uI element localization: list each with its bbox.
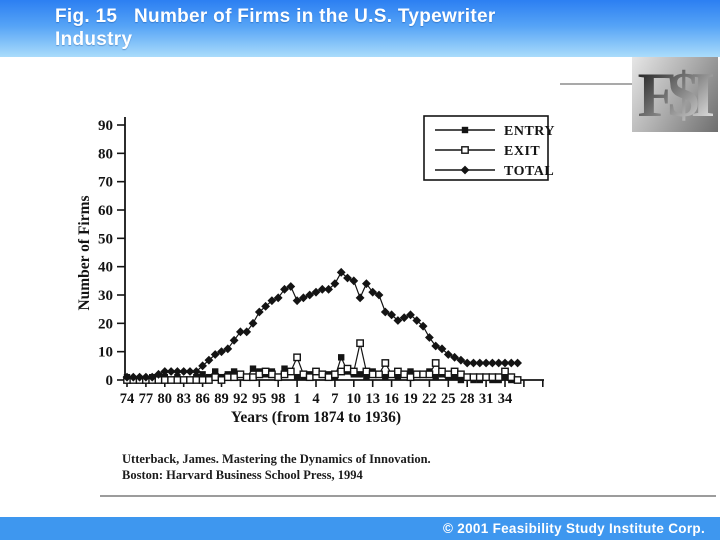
x-tick-label: 92 xyxy=(233,391,248,407)
x-tick-label: 16 xyxy=(384,391,399,407)
x-tick-label: 28 xyxy=(460,391,475,407)
citation-line-2: Boston: Harvard Business School Press, 1… xyxy=(122,468,363,482)
y-tick-label: 40 xyxy=(98,260,113,276)
y-axis-title: Number of Firms xyxy=(76,195,93,310)
x-axis: 74 77 80 83 86 89 92 95 98 1 4 7 10 13 16 19 22 25 28 31 34 xyxy=(120,380,544,407)
footer-bar: © 2001 Feasibility Study Institute Corp. xyxy=(0,517,720,540)
title-bar: Fig. 15 Number of Firms in the U.S. Type… xyxy=(0,0,720,57)
x-tick-label: 34 xyxy=(498,391,513,407)
series-total xyxy=(122,267,522,382)
x-tick-label: 89 xyxy=(214,391,229,407)
footer-divider xyxy=(100,495,716,497)
fsi-logo-text: F$I xyxy=(637,57,715,132)
x-axis-title: Years (from 1874 to 1936) xyxy=(231,409,401,426)
y-tick-label: 60 xyxy=(98,203,113,219)
y-tick-label: 20 xyxy=(98,316,113,332)
y-axis: 0 10 20 30 40 50 60 70 80 90 xyxy=(98,118,125,389)
slide-title-line-1: Fig. 15 Number of Firms in the U.S. Type… xyxy=(55,6,496,27)
legend-label-entry: ENTRY xyxy=(504,124,555,139)
y-tick-label: 70 xyxy=(98,175,113,191)
legend: ENTRY EXIT TOTAL xyxy=(423,115,555,181)
x-tick-label: 86 xyxy=(195,391,210,407)
x-tick-label: 19 xyxy=(403,391,418,407)
citation: Utterback, James. Mastering the Dynamics… xyxy=(122,451,431,483)
x-tick-label: 25 xyxy=(441,391,456,407)
x-tick-label: 95 xyxy=(252,391,267,407)
copyright-text: © 2001 Feasibility Study Institute Corp. xyxy=(443,521,705,536)
fsi-logo: F$I xyxy=(632,57,718,132)
x-tick-label: 77 xyxy=(139,391,154,407)
x-tick-label: 83 xyxy=(176,391,191,407)
x-tick-label: 13 xyxy=(365,391,380,407)
y-tick-label: 10 xyxy=(98,345,113,361)
x-tick-label: 10 xyxy=(347,391,362,407)
legend-label-exit: EXIT xyxy=(504,144,540,159)
chart-area: 0 10 20 30 40 50 60 70 80 90 74 77 80 83 86 89 92 95 98 1 4 7… xyxy=(0,90,720,450)
x-tick-label: 98 xyxy=(271,391,286,407)
y-tick-label: 0 xyxy=(106,373,114,389)
x-tick-label: 80 xyxy=(158,391,173,407)
x-tick-label: 4 xyxy=(312,391,319,407)
slide-title-line-2: Industry xyxy=(55,29,133,50)
y-tick-label: 90 xyxy=(98,118,113,134)
x-tick-label: 22 xyxy=(422,391,437,407)
x-tick-label: 31 xyxy=(479,391,494,407)
slide-title: Fig. 15 Number of Firms in the U.S. Type… xyxy=(55,5,496,51)
header-rule xyxy=(560,83,634,85)
legend-label-total: TOTAL xyxy=(504,164,554,179)
x-tick-label: 1 xyxy=(293,391,300,407)
x-tick-label: 7 xyxy=(331,391,338,407)
series-exit xyxy=(123,339,522,384)
x-tick-label: 74 xyxy=(120,391,135,407)
y-tick-label: 80 xyxy=(98,146,113,162)
y-tick-label: 30 xyxy=(98,288,113,304)
y-tick-label: 50 xyxy=(98,231,113,247)
citation-line-1: Utterback, James. Mastering the Dynamics… xyxy=(122,452,431,466)
